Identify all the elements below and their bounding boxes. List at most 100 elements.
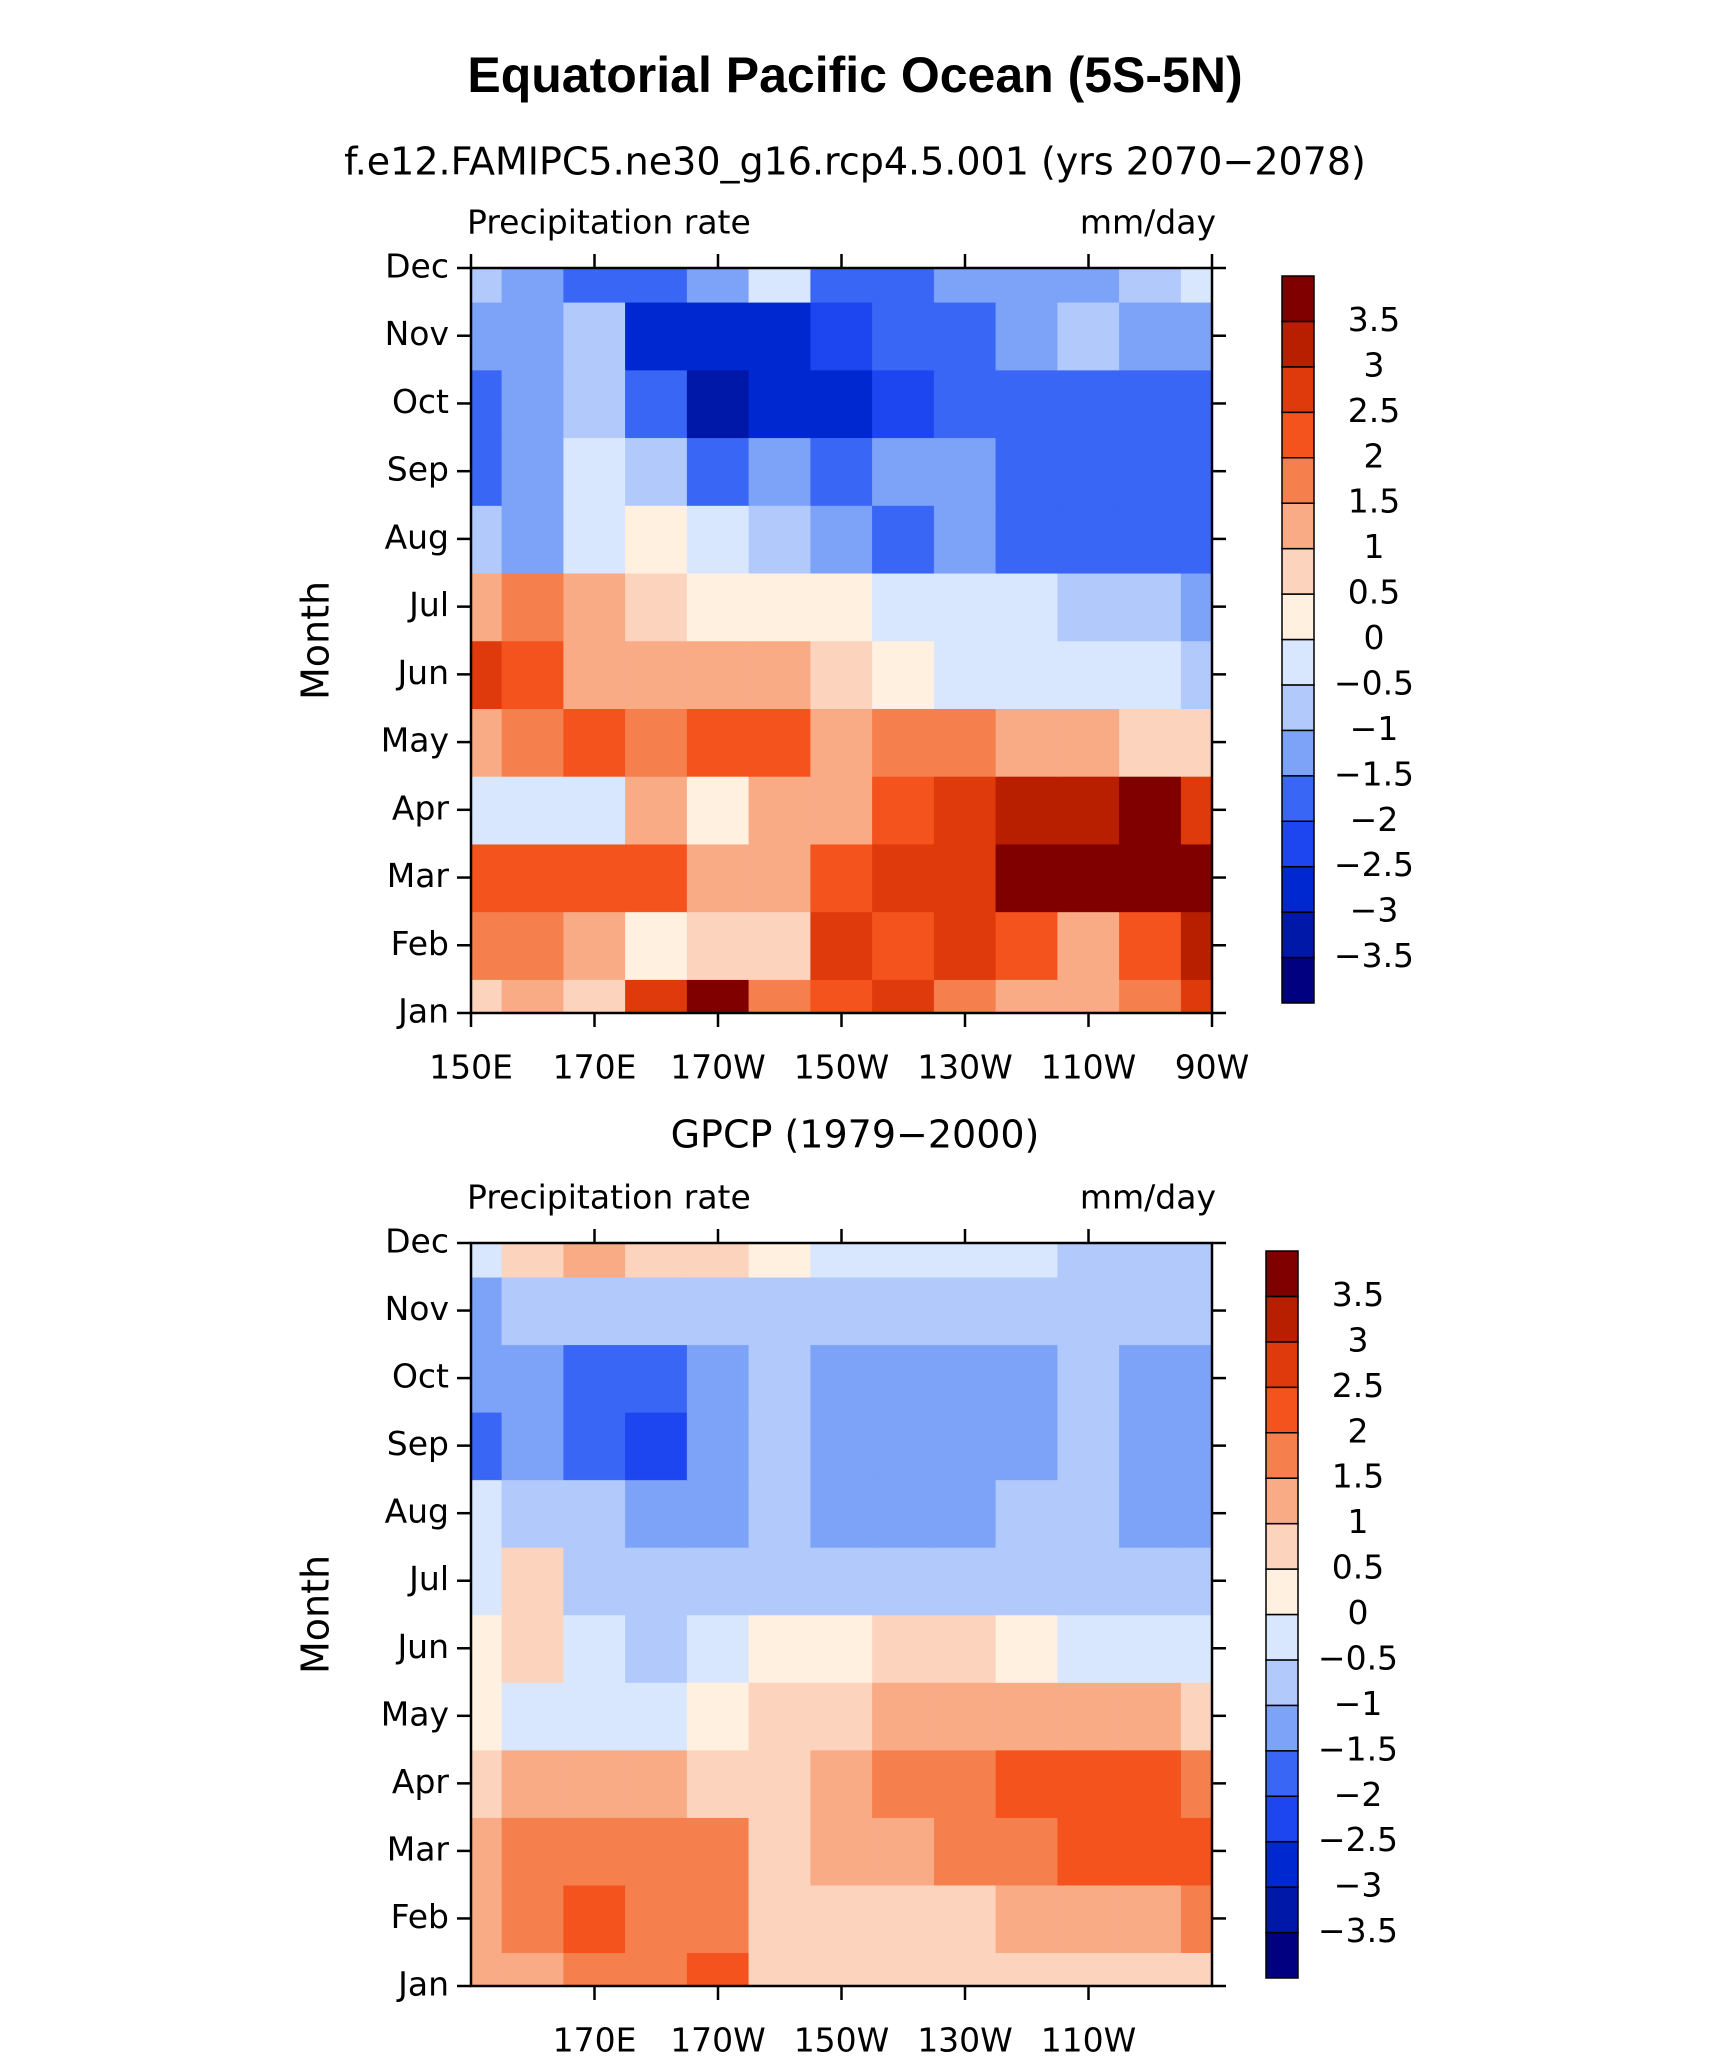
- cell: [810, 1681, 874, 1751]
- x-tick-label: 90W: [1175, 1048, 1250, 1087]
- cell: [995, 369, 1059, 439]
- cell: [686, 707, 750, 777]
- cell: [686, 1614, 750, 1683]
- cell: [933, 1276, 997, 1346]
- cell: [810, 1951, 874, 1986]
- y-tick-label: Sep: [387, 1424, 449, 1463]
- cell: [872, 301, 935, 371]
- cell: [625, 1614, 688, 1683]
- cell: [686, 843, 750, 913]
- cell: [995, 640, 1059, 709]
- cell: [625, 1681, 688, 1751]
- colorbar-swatch: [1265, 1250, 1299, 1298]
- cell: [563, 1749, 627, 1818]
- colorbar-label: −1.5: [1334, 754, 1414, 793]
- cell: [1057, 572, 1121, 642]
- cell: [686, 1411, 750, 1481]
- cell: [1119, 707, 1182, 777]
- cell: [1057, 707, 1121, 777]
- cell: [471, 1951, 503, 1986]
- cell: [1180, 1749, 1212, 1818]
- colorbar-swatch: [1281, 457, 1315, 504]
- y-tick-label: Apr: [392, 1762, 450, 1801]
- panel-title: f.e12.FAMIPC5.ne30_g16.rcp4.5.001 (yrs 2…: [344, 140, 1366, 184]
- panel-subtitle: Precipitation rate: [467, 1178, 751, 1217]
- cell: [748, 1681, 812, 1751]
- colorbar-label: 1.5: [1348, 482, 1400, 521]
- cell: [501, 640, 565, 709]
- colorbar-swatch: [1281, 547, 1315, 595]
- cell: [995, 504, 1059, 574]
- cell: [471, 775, 503, 845]
- cell: [563, 775, 627, 845]
- cell: [563, 1479, 627, 1548]
- cell: [933, 1411, 997, 1481]
- cell: [501, 1243, 565, 1278]
- cell: [563, 707, 627, 777]
- colorbar-swatch: [1281, 775, 1315, 822]
- cell: [995, 1884, 1059, 1953]
- colorbar-label: −1.5: [1318, 1729, 1398, 1768]
- cell: [1057, 1546, 1121, 1616]
- cell: [1119, 1243, 1182, 1278]
- cell: [872, 1546, 935, 1616]
- x-tick-label: 150W: [794, 2021, 890, 2060]
- cell: [872, 369, 935, 439]
- colorbar-swatch: [1265, 1750, 1299, 1797]
- cell: [1180, 978, 1212, 1013]
- units-label: mm/day: [1080, 1178, 1216, 1217]
- x-tick-label: 170E: [553, 2021, 637, 2060]
- colorbar-label: 1: [1348, 1502, 1369, 1541]
- cell: [872, 1614, 935, 1683]
- cell: [995, 301, 1059, 371]
- cell: [686, 268, 750, 303]
- cell: [1057, 301, 1121, 371]
- colorbar-label: −2: [1334, 1775, 1383, 1814]
- colorbar-swatch: [1281, 911, 1315, 959]
- cell: [471, 1749, 503, 1818]
- cell: [625, 775, 688, 845]
- cell: [471, 437, 503, 506]
- colorbar-label: −0.5: [1318, 1638, 1398, 1677]
- colorbar-label: 3.5: [1348, 300, 1400, 339]
- cell: [471, 1681, 503, 1751]
- cell: [471, 504, 503, 574]
- cell: [995, 437, 1059, 506]
- cell: [1180, 572, 1212, 642]
- cell: [933, 1681, 997, 1751]
- cell: [686, 640, 750, 709]
- cell: [625, 1951, 688, 1986]
- cell: [933, 1749, 997, 1818]
- cell: [686, 775, 750, 845]
- cell: [810, 1344, 874, 1413]
- cell: [995, 911, 1059, 980]
- cell: [995, 1276, 1059, 1346]
- y-tick-label: Jul: [407, 585, 449, 624]
- cell: [625, 843, 688, 913]
- cell: [995, 1749, 1059, 1818]
- cell: [748, 369, 812, 439]
- cell: [995, 1344, 1059, 1413]
- colorbar-swatch: [1265, 1659, 1299, 1707]
- cell: [501, 1884, 565, 1953]
- y-axis-label: Month: [294, 1555, 338, 1674]
- cell: [872, 572, 935, 642]
- cell: [872, 1884, 935, 1953]
- cell: [563, 1344, 627, 1413]
- cell: [748, 1276, 812, 1346]
- cell: [625, 911, 688, 980]
- colorbar-label: −2.5: [1334, 845, 1414, 884]
- cell: [501, 843, 565, 913]
- cell: [563, 1951, 627, 1986]
- cell: [563, 1816, 627, 1886]
- colorbar-label: 2.5: [1332, 1366, 1384, 1405]
- cell: [563, 1884, 627, 1953]
- cell: [625, 1411, 688, 1481]
- y-tick-label: Feb: [391, 924, 449, 963]
- cell: [501, 1479, 565, 1548]
- cell: [872, 1344, 935, 1413]
- cell: [810, 504, 874, 574]
- cell: [1057, 437, 1121, 506]
- cell: [625, 1479, 688, 1548]
